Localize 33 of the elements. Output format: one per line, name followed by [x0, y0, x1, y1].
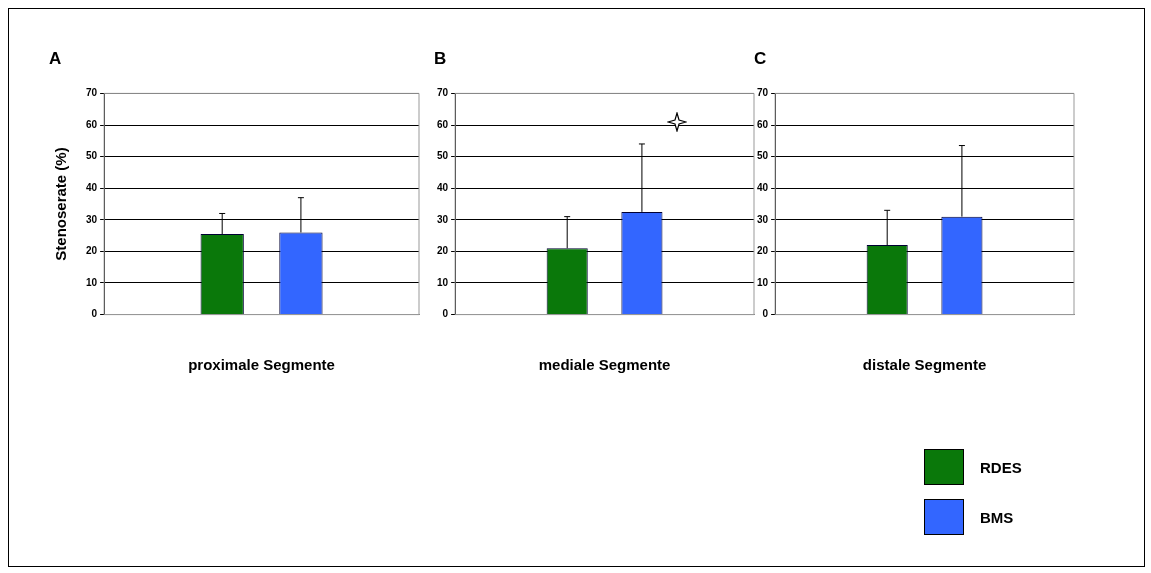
y-tick-label: 70: [757, 87, 769, 99]
y-tick-label: 30: [437, 213, 449, 225]
y-tick-label: 40: [437, 181, 449, 193]
y-tick-label: 60: [86, 118, 98, 130]
y-axis-title: Stenoserate (%): [52, 147, 70, 261]
y-tick-label: 40: [86, 181, 98, 193]
y-tick-label: 70: [86, 87, 98, 99]
y-tick-label: 10: [757, 276, 769, 288]
y-tick-label: 60: [437, 118, 449, 130]
y-tick-label: 50: [86, 150, 98, 162]
legend-label: RDES: [980, 458, 1022, 476]
y-tick-label: 30: [757, 213, 769, 225]
y-tick-label: 20: [437, 245, 449, 257]
y-tick-label: 60: [757, 118, 769, 130]
y-tick-label: 0: [91, 308, 98, 320]
legend-label: BMS: [980, 508, 1014, 526]
y-tick-label: 50: [437, 150, 449, 162]
y-tick-label: 40: [757, 181, 769, 193]
y-tick-label: 50: [757, 150, 769, 162]
y-tick-label: 10: [86, 276, 98, 288]
y-tick-label: 70: [437, 87, 449, 99]
chart-title: B: [434, 48, 447, 68]
y-tick-label: 30: [86, 213, 98, 225]
y-tick-label: 10: [437, 276, 449, 288]
x-axis-title: distale Segmente: [862, 356, 987, 374]
y-tick-label: 20: [86, 245, 98, 257]
x-axis-title: proximale Segmente: [188, 356, 335, 374]
x-axis-title: mediale Segmente: [538, 356, 671, 374]
chart-title: C: [754, 48, 767, 68]
y-tick-label: 0: [442, 308, 449, 320]
y-tick-label: 20: [757, 245, 769, 257]
chart-title: A: [49, 48, 62, 68]
y-tick-label: 0: [762, 308, 769, 320]
